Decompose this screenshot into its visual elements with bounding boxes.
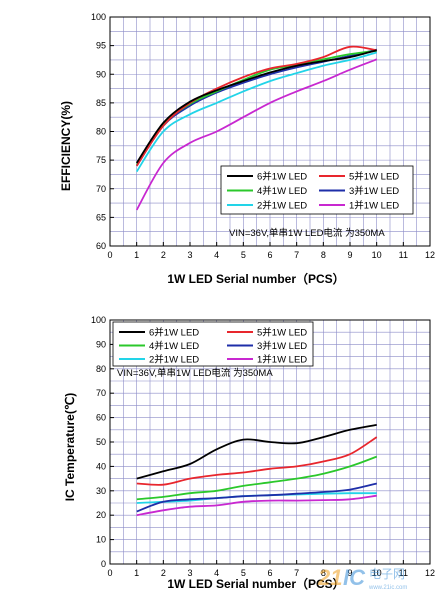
temperature-series-lines xyxy=(136,424,378,517)
temperature-legend-label: 6并1W LED xyxy=(149,327,199,339)
svg-text:21: 21 xyxy=(317,565,342,590)
temperature-series-line-6 xyxy=(136,494,377,517)
temperature-note: VIN=36V,单串1W LED电流 为350MA xyxy=(117,367,273,379)
temperature-x-tick-label: 2 xyxy=(161,568,166,578)
efficiency-x-tick-label: 9 xyxy=(347,250,352,260)
temperature-series-line-1 xyxy=(136,424,377,480)
efficiency-legend-label: 5并1W LED xyxy=(349,171,399,183)
temperature-y-tick-label: 0 xyxy=(101,559,106,569)
efficiency-y-tick-label: 95 xyxy=(96,41,106,51)
temperature-x-tick-label: 8 xyxy=(321,568,326,578)
temperature-x-tick-label: 5 xyxy=(241,568,246,578)
efficiency-y-tick-label: 80 xyxy=(96,127,106,137)
efficiency-note: VIN=36V,单串1W LED电流 为350MA xyxy=(229,227,385,239)
svg-text:IC: IC xyxy=(343,565,366,590)
temperature-x-tick-label: 10 xyxy=(372,568,382,578)
watermark-logo: 21 IC 电子网 www.21ic.com xyxy=(317,565,407,591)
efficiency-x-tick-label: 2 xyxy=(161,250,166,260)
temperature-y-tick-label: 60 xyxy=(96,413,106,423)
temperature-x-tick-label: 12 xyxy=(425,568,435,578)
temperature-series-line-3 xyxy=(136,455,378,501)
efficiency-y-tick-label: 100 xyxy=(91,12,106,22)
efficiency-x-tick-label: 5 xyxy=(241,250,246,260)
temperature-series-line-2 xyxy=(136,436,378,486)
temperature-x-tick-label: 3 xyxy=(187,568,192,578)
efficiency-series-lines xyxy=(135,45,378,211)
efficiency-x-tick-label: 7 xyxy=(294,250,299,260)
efficiency-y-tick-label: 85 xyxy=(96,98,106,108)
efficiency-x-axis-label: 1W LED Serial number（PCS） xyxy=(167,271,344,286)
efficiency-x-tick-label: 11 xyxy=(399,250,408,260)
temperature-y-tick-label: 70 xyxy=(96,388,106,398)
temperature-legend-box xyxy=(112,321,314,367)
efficiency-y-axis-label: EFFICIENCY(%) xyxy=(59,101,73,191)
temperature-y-tick-label: 30 xyxy=(96,486,106,496)
efficiency-y-tick-label: 70 xyxy=(96,184,106,194)
temperature-legend: 6并1W LED 5并1W LED 4并1W LED 3并1W LED 2并1W LED… xyxy=(112,321,314,367)
temperature-y-tick-label: 50 xyxy=(96,437,106,447)
temperature-x-tick-label: 4 xyxy=(214,568,219,578)
efficiency-y-tick-label: 90 xyxy=(96,69,106,79)
efficiency-x-tick-label: 10 xyxy=(372,250,382,260)
efficiency-legend-label: 6并1W LED xyxy=(257,171,307,183)
temperature-x-tick-label: 11 xyxy=(399,568,408,578)
efficiency-y-tick-label: 65 xyxy=(96,212,106,222)
temperature-x-axis-label: 1W LED Serial number（PCS） xyxy=(167,576,344,591)
efficiency-legend-label: 2并1W LED xyxy=(257,200,307,212)
efficiency-x-tick-label: 3 xyxy=(187,250,192,260)
efficiency-x-tick-label: 4 xyxy=(214,250,219,260)
efficiency-series-line-6 xyxy=(135,58,378,211)
efficiency-y-tick-label: 75 xyxy=(96,155,106,165)
temperature-y-axis-label: IC Temperature(℃) xyxy=(63,393,77,502)
efficiency-legend-label: 3并1W LED xyxy=(349,185,399,197)
temperature-y-tick-label: 10 xyxy=(96,535,106,545)
efficiency-legend: 6并1W LED 5并1W LED 4并1W LED 3并1W LED 2并1W LED… xyxy=(220,165,414,215)
efficiency-legend-label: 4并1W LED xyxy=(257,185,307,197)
svg-text:www.21ic.com: www.21ic.com xyxy=(368,585,407,591)
temperature-x-tick-label: 1 xyxy=(134,568,139,578)
temperature-legend-label: 4并1W LED xyxy=(149,340,199,352)
efficiency-series-line-5 xyxy=(135,51,377,173)
temperature-x-tick-label: 7 xyxy=(294,568,299,578)
efficiency-series-line-1 xyxy=(135,49,377,164)
efficiency-x-tick-label: 12 xyxy=(425,250,435,260)
temperature-x-tick-label: 0 xyxy=(107,568,112,578)
efficiency-x-tick-label: 8 xyxy=(321,250,326,260)
efficiency-x-tick-label: 0 xyxy=(107,250,112,260)
temperature-legend-label: 2并1W LED xyxy=(149,354,199,366)
temperature-series-line-4 xyxy=(136,482,377,513)
temperature-legend-label: 1并1W LED xyxy=(257,354,307,366)
temperature-y-tick-label: 90 xyxy=(96,339,106,349)
temperature-x-tick-label: 6 xyxy=(267,568,272,578)
temperature-y-tick-label: 40 xyxy=(96,461,106,471)
efficiency-x-tick-label: 6 xyxy=(267,250,272,260)
efficiency-series-line-2 xyxy=(135,45,377,167)
temperature-legend-label: 3并1W LED xyxy=(257,340,307,352)
temperature-x-tick-label: 9 xyxy=(347,568,352,578)
efficiency-legend-label: 1并1W LED xyxy=(349,200,399,212)
temperature-y-tick-label: 80 xyxy=(96,364,106,374)
efficiency-y-tick-label: 60 xyxy=(96,241,106,251)
efficiency-x-tick-label: 1 xyxy=(134,250,139,260)
temperature-y-tick-label: 20 xyxy=(96,510,106,520)
temperature-legend-label: 5并1W LED xyxy=(257,327,307,339)
temperature-y-tick-label: 100 xyxy=(91,315,106,325)
svg-text:电子网: 电子网 xyxy=(369,567,405,581)
